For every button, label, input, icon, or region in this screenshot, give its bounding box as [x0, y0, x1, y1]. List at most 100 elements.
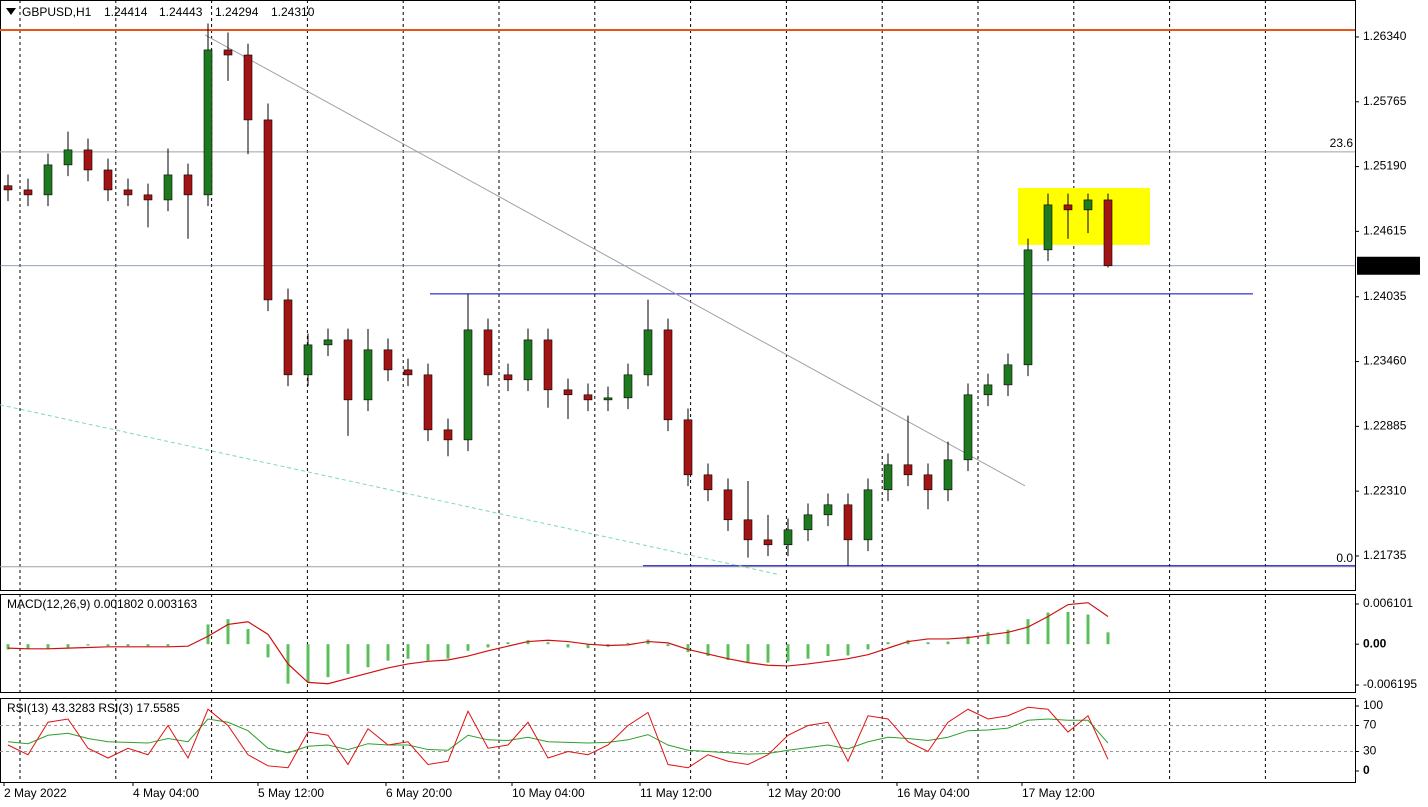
candle-body	[303, 344, 313, 376]
macd-bar	[1046, 612, 1050, 645]
x-tick-label: 5 May 12:00	[258, 786, 324, 800]
candle-body	[383, 349, 393, 371]
macd-bar	[686, 644, 690, 653]
quote: 1.24294	[215, 5, 259, 19]
candle-body	[703, 474, 713, 491]
candle-body	[903, 464, 913, 476]
x-tick-label: 17 May 12:00	[1022, 786, 1095, 800]
x-tick-label: 4 May 04:00	[133, 786, 199, 800]
macd-bar	[6, 644, 10, 650]
rsi-line	[7, 706, 1109, 769]
candle-body	[143, 194, 153, 201]
fib-label: 23.6	[1330, 136, 1354, 150]
panel-frame	[0, 0, 1356, 591]
candle-body	[843, 504, 853, 541]
macd-bar	[926, 642, 930, 645]
macd-bar	[866, 644, 870, 650]
candle-body	[1083, 199, 1093, 211]
macd-bar	[1106, 632, 1110, 645]
y-tick-label: 1.24615	[1363, 224, 1407, 238]
macd-bar	[166, 644, 170, 647]
y-tick-label: 0	[1363, 763, 1370, 777]
macd-bar	[86, 644, 90, 646]
macd-label: MACD(12,26,9) 0.001802 0.003163	[7, 597, 197, 611]
candle-body	[243, 54, 253, 121]
macd-bar	[1026, 619, 1030, 645]
macd-bar	[66, 644, 70, 648]
macd-bar	[586, 644, 590, 649]
y-tick-label: 0.00	[1363, 636, 1387, 650]
signal-line	[7, 602, 1109, 685]
y-tick-label: 1.21735	[1363, 548, 1407, 562]
macd-bar	[726, 644, 730, 660]
x-tick-label: 2 May 2022	[4, 786, 67, 800]
y-tick-label: 1.25765	[1363, 94, 1407, 108]
candle-body	[883, 464, 893, 491]
candle-body	[983, 384, 993, 396]
macd-bar	[366, 644, 370, 668]
quote: 1.24443	[159, 5, 203, 19]
candle-body	[63, 149, 73, 166]
macd-bar	[386, 644, 390, 661]
highlight-rectangle	[1018, 187, 1150, 245]
y-tick-label: 30	[1363, 744, 1377, 758]
drawn-line	[0, 404, 781, 576]
macd-bar	[566, 644, 570, 648]
drawn-line	[204, 34, 1026, 487]
candle-body	[1063, 204, 1073, 211]
macd-bar	[766, 644, 770, 663]
macd-bar	[466, 644, 470, 651]
candle-body	[1023, 249, 1033, 366]
macd-bar	[986, 632, 990, 645]
candle-body	[683, 419, 693, 476]
y-tick-label: -0.006195	[1363, 677, 1417, 691]
fib-label: 0.0	[1336, 551, 1353, 565]
macd-bar	[886, 642, 890, 645]
y-tick-label: 1.25190	[1363, 159, 1407, 173]
macd-bar	[506, 642, 510, 645]
macd-bar	[706, 644, 710, 657]
macd-bar	[746, 644, 750, 662]
macd-bar	[226, 619, 230, 645]
macd-bar	[446, 644, 450, 659]
candle-body	[503, 374, 513, 381]
x-tick-label: 10 May 04:00	[512, 786, 585, 800]
macd-bar	[346, 644, 350, 674]
candle-body	[263, 119, 273, 301]
price-box	[1357, 256, 1420, 275]
candle-body	[123, 189, 133, 196]
candle-body	[583, 394, 593, 401]
candle-body	[943, 459, 953, 491]
y-tick-label: 1.22310	[1363, 483, 1407, 497]
macd-bar	[786, 644, 790, 662]
menu-arrow[interactable]	[6, 8, 16, 15]
macd-bar	[266, 644, 270, 658]
symbol: GBPUSD,H1	[22, 5, 92, 19]
macd-bar	[526, 640, 530, 645]
macd-bar	[406, 644, 410, 659]
macd-bar	[666, 644, 670, 647]
macd-bar	[546, 642, 550, 645]
macd-bar	[206, 624, 210, 645]
candle-body	[43, 164, 53, 196]
macd-bar	[1006, 629, 1010, 645]
x-tick-label: 6 May 20:00	[386, 786, 452, 800]
candle-body	[103, 169, 113, 191]
y-tick-label: 0.006101	[1363, 596, 1413, 610]
macd-bar	[626, 642, 630, 645]
macd-bar	[826, 644, 830, 657]
macd-bar	[846, 644, 850, 656]
panel-frame	[0, 594, 1356, 693]
price-box-label: 1.24310	[1361, 258, 1405, 272]
candle-body	[23, 189, 33, 196]
quote: 1.24310	[271, 5, 315, 19]
macd-bar	[906, 640, 910, 645]
candle-body	[283, 299, 293, 376]
candle-body	[803, 514, 813, 531]
candle-body	[183, 174, 193, 196]
candle-body	[923, 474, 933, 491]
y-tick-label: 1.24035	[1363, 289, 1407, 303]
